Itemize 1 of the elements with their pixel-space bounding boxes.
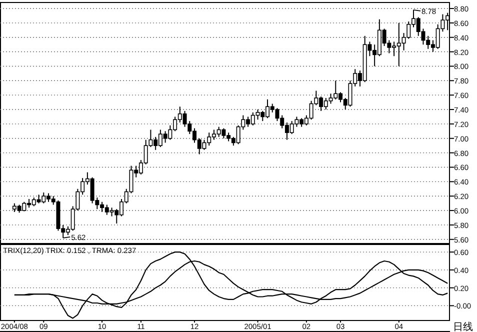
text: 日线 xyxy=(453,321,473,332)
